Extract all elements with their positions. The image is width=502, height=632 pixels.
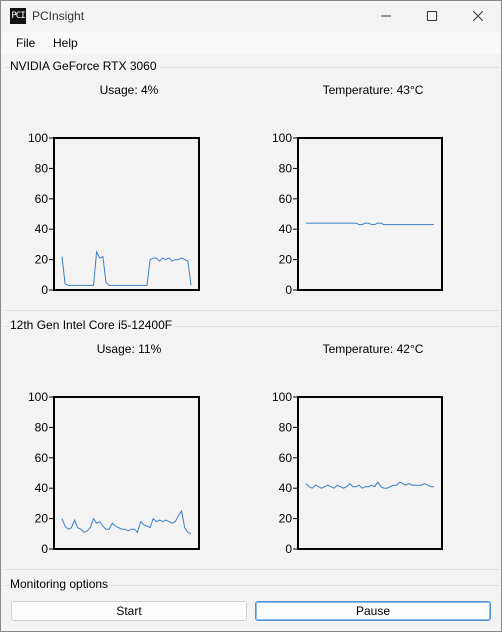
menu-file[interactable]: File <box>16 36 36 50</box>
gpu-group-title: NVIDIA GeForce RTX 3060 <box>10 59 160 73</box>
gpu-usage-ytick-label: 0 <box>41 283 48 297</box>
cpu-temp-label: Temperature: 42°C <box>322 342 424 356</box>
gpu-usage-ytick-label: 80 <box>35 161 49 175</box>
cpu-usage-ytick-label: 100 <box>28 390 48 404</box>
monitoring-group-line <box>5 585 499 586</box>
close-button[interactable] <box>455 1 501 32</box>
cpu-temp-ytick-label: 40 <box>279 481 293 495</box>
cpu-group-line <box>5 326 499 327</box>
gpu-usage-label: Usage: 4% <box>99 83 159 97</box>
gpu-usage-ytick-label: 40 <box>35 222 49 236</box>
gpu-usage-series-line <box>61 250 192 286</box>
cpu-usage-ytick-label: 60 <box>35 451 49 465</box>
gpu-temp-ytick-label: 20 <box>279 253 293 267</box>
minimize-icon <box>381 15 391 17</box>
gpu-usage-ytick-label: 60 <box>35 192 49 206</box>
gpu-temp-label: Temperature: 43°C <box>322 83 424 97</box>
monitoring-group-title: Monitoring options <box>10 577 112 591</box>
minimize-button[interactable] <box>363 1 409 32</box>
gpu-group-bottom <box>5 310 499 311</box>
maximize-button[interactable] <box>409 1 455 32</box>
cpu-temp-ytick-label: 100 <box>272 390 292 404</box>
maximize-icon <box>427 11 437 21</box>
gpu-usage-plot-frame <box>53 137 200 291</box>
cpu-usage-ytick-label: 20 <box>35 512 49 526</box>
cpu-temp-plot-frame <box>297 396 443 550</box>
gpu-temp-ytick-label: 60 <box>279 192 293 206</box>
gpu-temp-ytick-label: 0 <box>285 283 292 297</box>
gpu-usage-ytick-label: 20 <box>35 253 49 267</box>
cpu-temp-ytick-label: 20 <box>279 512 293 526</box>
gpu-temp-ytick-label: 100 <box>272 131 292 145</box>
gpu-temp-series-line <box>306 222 434 226</box>
window-title: PCInsight <box>32 9 85 23</box>
app-icon: PCI <box>10 8 26 24</box>
pause-button[interactable]: Pause <box>255 601 491 621</box>
gpu-temp-ytick-label: 40 <box>279 222 293 236</box>
menu-bar: File Help <box>1 32 501 54</box>
close-icon <box>473 11 483 21</box>
cpu-usage-plot-frame <box>53 396 200 550</box>
cpu-usage-ytick-label: 0 <box>41 542 48 556</box>
cpu-usage-label: Usage: 11% <box>96 342 162 356</box>
cpu-usage-series-line <box>61 509 192 535</box>
cpu-group-title: 12th Gen Intel Core i5-12400F <box>10 318 176 332</box>
start-button[interactable]: Start <box>11 601 247 621</box>
gpu-temp-plot-frame <box>297 137 443 291</box>
gpu-temp-ytick-label: 80 <box>279 161 293 175</box>
gpu-usage-ytick-label: 100 <box>28 131 48 145</box>
menu-help[interactable]: Help <box>53 36 78 50</box>
title-bar[interactable]: PCI PCInsight <box>1 1 501 32</box>
cpu-temp-ytick-label: 60 <box>279 451 293 465</box>
cpu-temp-ytick-label: 0 <box>285 542 292 556</box>
cpu-temp-series-line <box>305 481 434 489</box>
cpu-usage-ytick-label: 80 <box>35 420 49 434</box>
cpu-temp-ytick-label: 80 <box>279 420 293 434</box>
cpu-group-bottom <box>5 569 499 570</box>
cpu-usage-ytick-label: 40 <box>35 481 49 495</box>
gpu-group-line <box>5 67 499 68</box>
